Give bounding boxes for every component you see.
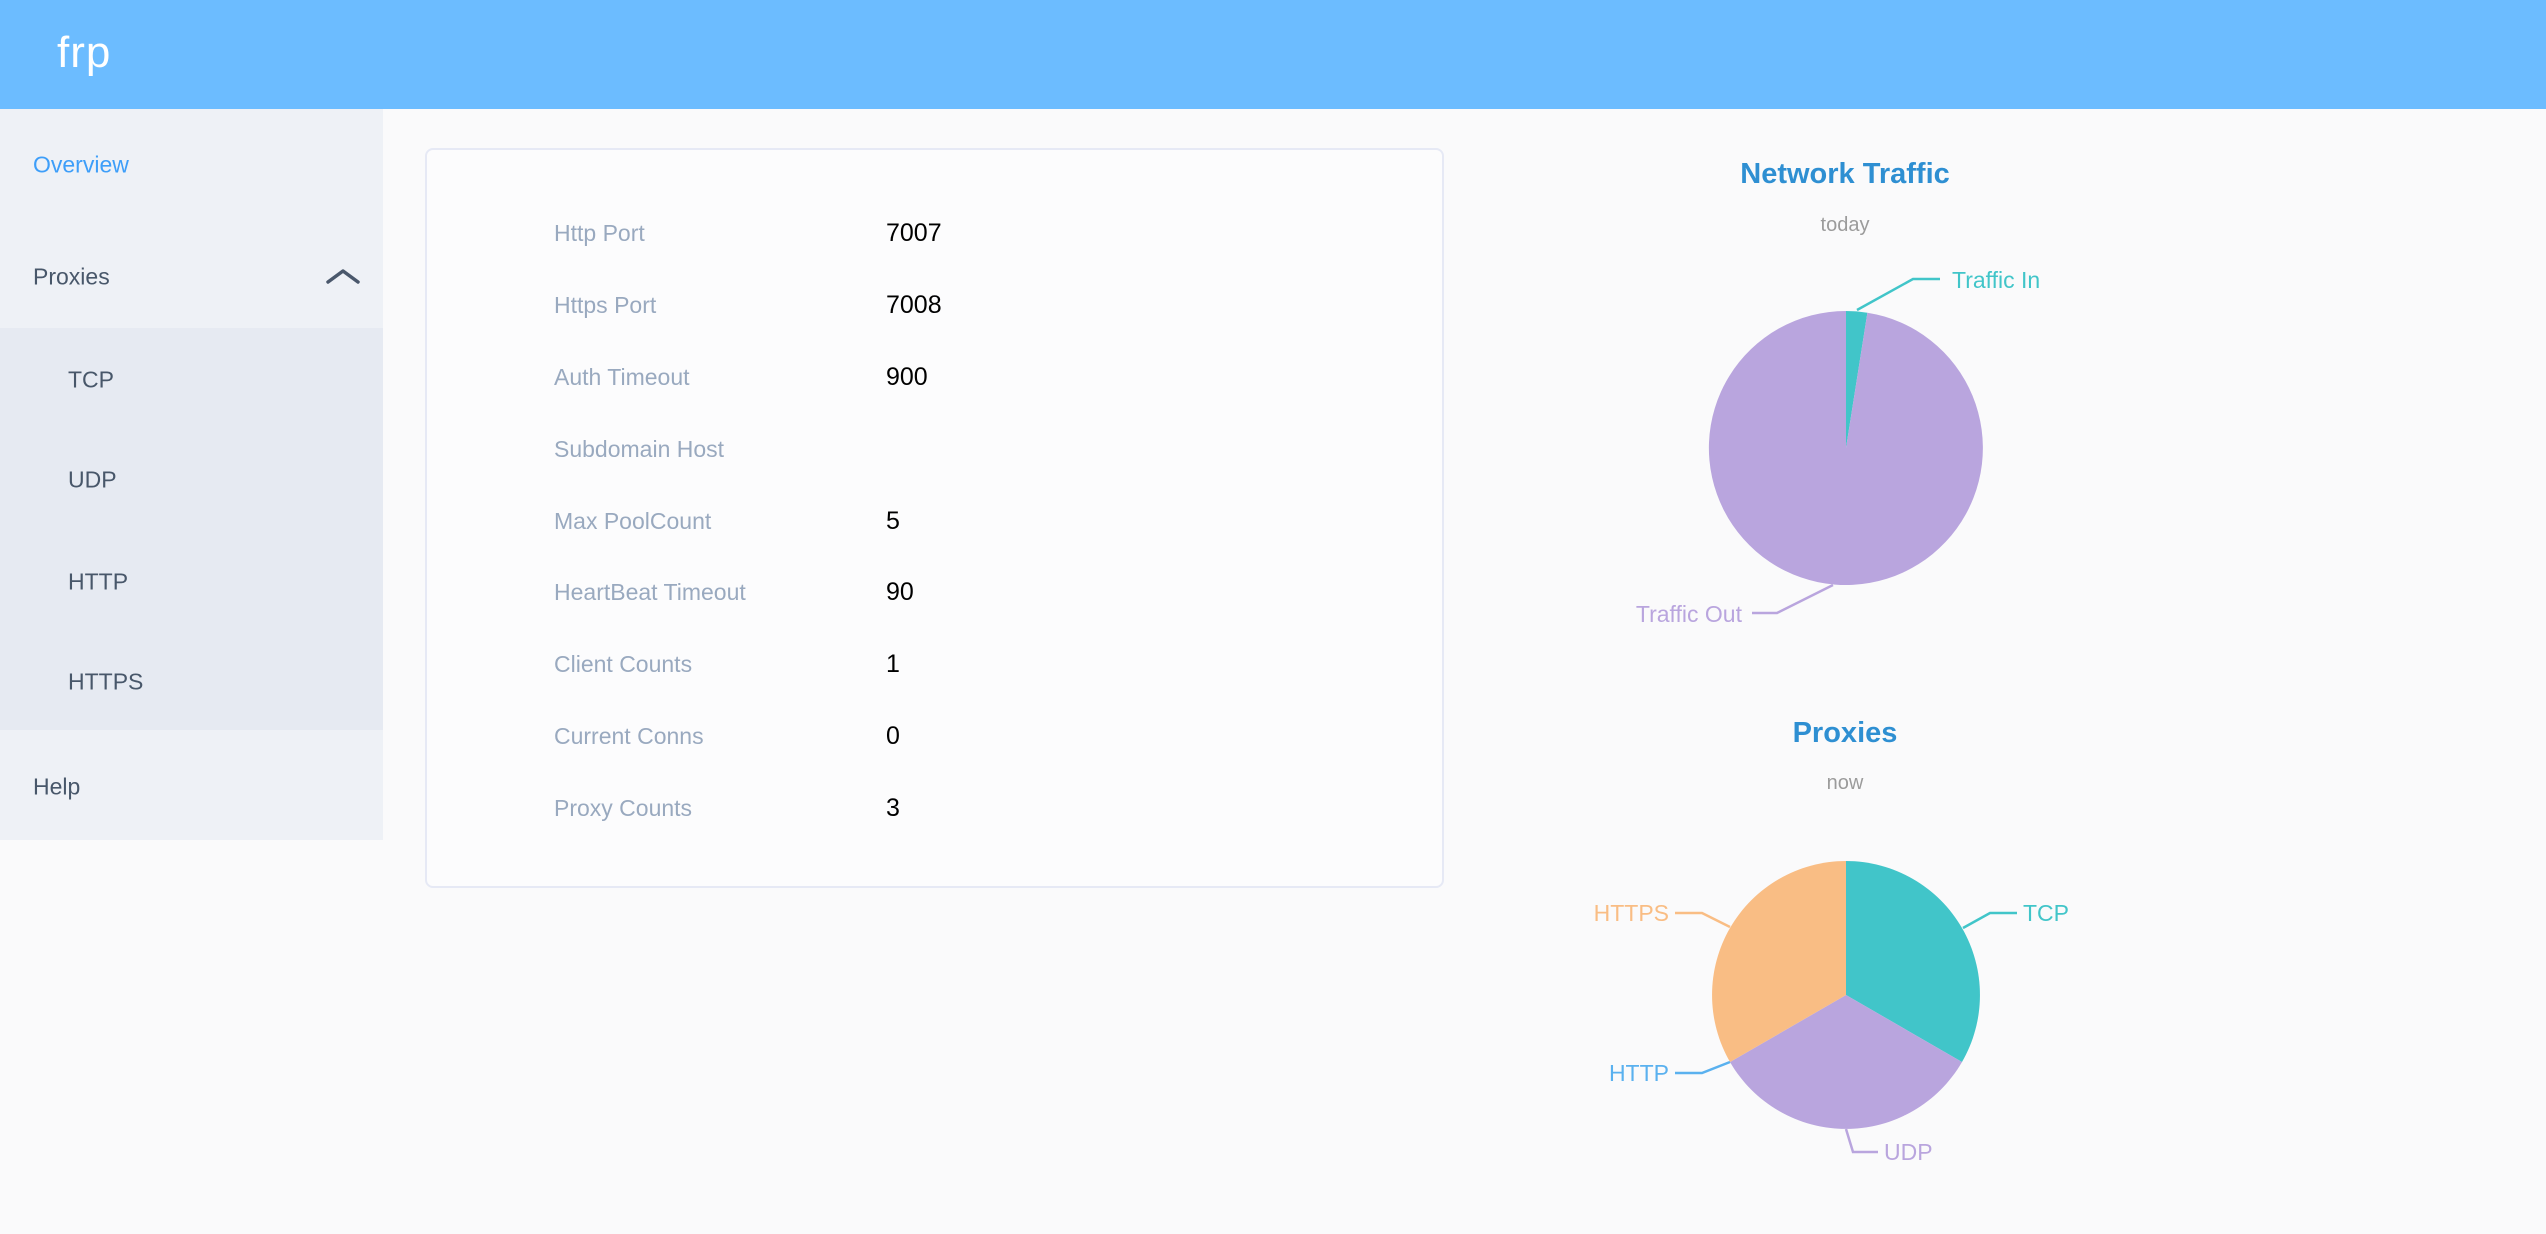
row-label: Client Counts xyxy=(554,651,693,678)
sidebar-item-overview[interactable]: Overview xyxy=(33,151,129,178)
row-value: 1 xyxy=(886,650,900,679)
pie-label-line xyxy=(1856,277,1940,312)
row-label: Https Port xyxy=(554,292,657,319)
pie-slice-https xyxy=(1712,861,1846,1062)
pie-label-line xyxy=(1752,583,1834,615)
server-info-row: HeartBeat Timeout 90 xyxy=(427,557,1442,629)
row-value: 7008 xyxy=(886,291,942,320)
server-info-row: Auth Timeout 900 xyxy=(427,342,1442,414)
sidebar-item-https[interactable]: HTTPS xyxy=(68,668,144,695)
server-info-card: Http Port 7007 Https Port 7008 Auth Timeou… xyxy=(425,148,1444,888)
network-traffic-subtitle: today xyxy=(1820,214,1870,236)
server-info-row: Max PoolCount 5 xyxy=(427,485,1442,557)
row-value: 3 xyxy=(886,793,900,822)
pie-slice-label: Traffic In xyxy=(1952,267,2040,293)
row-label: HeartBeat Timeout xyxy=(554,579,746,606)
row-label: Proxy Counts xyxy=(554,794,693,821)
row-label: Max PoolCount xyxy=(554,507,712,534)
server-info-row: Proxy Counts 3 xyxy=(427,772,1442,844)
pie-slice-label: Traffic Out xyxy=(1636,601,1743,627)
row-label: Auth Timeout xyxy=(554,363,690,390)
chevron-up-icon xyxy=(326,264,360,291)
row-value: 0 xyxy=(886,721,900,750)
pie-label-line xyxy=(1675,911,1731,929)
sidebar-item-http[interactable]: HTTP xyxy=(68,568,129,595)
sidebar-nav: Overview Proxies TCP UDP HTTP HTTPS Help xyxy=(0,109,383,840)
proxies-chart-subtitle: now xyxy=(1826,772,1864,794)
server-info-row: Client Counts 1 xyxy=(427,629,1442,701)
pie-slice-label: HTTP xyxy=(1609,1060,1669,1086)
pie-slice-traffic-out xyxy=(1708,310,1983,585)
row-value: 900 xyxy=(886,362,928,391)
row-label: Http Port xyxy=(554,220,645,247)
pie-slice-tcp xyxy=(1846,861,1980,1062)
row-label: Subdomain Host xyxy=(554,435,725,462)
sidebar-item-help[interactable]: Help xyxy=(33,773,81,800)
app-header: frp xyxy=(0,0,2546,109)
pie-slice-label: UDP xyxy=(1884,1139,1933,1165)
pie-label-line xyxy=(1675,1060,1731,1075)
frp-logo: frp xyxy=(57,28,112,77)
server-info-row: Https Port 7008 xyxy=(427,270,1442,342)
pie-slice-label: TCP xyxy=(2023,900,2069,926)
sidebar-item-proxies[interactable]: Proxies xyxy=(0,264,383,291)
pie-slice-label: HTTPS xyxy=(1594,900,1669,926)
proxies-submenu: TCP UDP HTTP HTTPS xyxy=(0,328,383,730)
row-value: 90 xyxy=(886,578,914,607)
pie-label-line xyxy=(1844,1128,1878,1154)
network-traffic-title: Network Traffic xyxy=(1740,158,1950,190)
pie-slice-traffic-in xyxy=(1846,311,1868,448)
row-value: 5 xyxy=(886,506,900,535)
sidebar-item-tcp[interactable]: TCP xyxy=(68,366,114,393)
server-info-row: Current Conns 0 xyxy=(427,701,1442,773)
server-info-row: Subdomain Host xyxy=(427,413,1442,485)
network-traffic-pie-chart: Traffic In Traffic Out xyxy=(1636,267,2040,627)
proxies-chart-title: Proxies xyxy=(1792,717,1898,749)
sidebar-item-udp[interactable]: UDP xyxy=(68,466,117,493)
pie-slice-udp xyxy=(1730,995,1962,1129)
server-info-row: Http Port 7007 xyxy=(427,198,1442,270)
sidebar-item-proxies-label: Proxies xyxy=(33,263,110,290)
row-label: Current Conns xyxy=(554,722,704,749)
row-value: 7007 xyxy=(886,219,942,248)
proxies-pie-chart: TCP UDP HTTP HTTPS xyxy=(1594,861,2069,1165)
pie-label-line xyxy=(1962,911,2017,930)
